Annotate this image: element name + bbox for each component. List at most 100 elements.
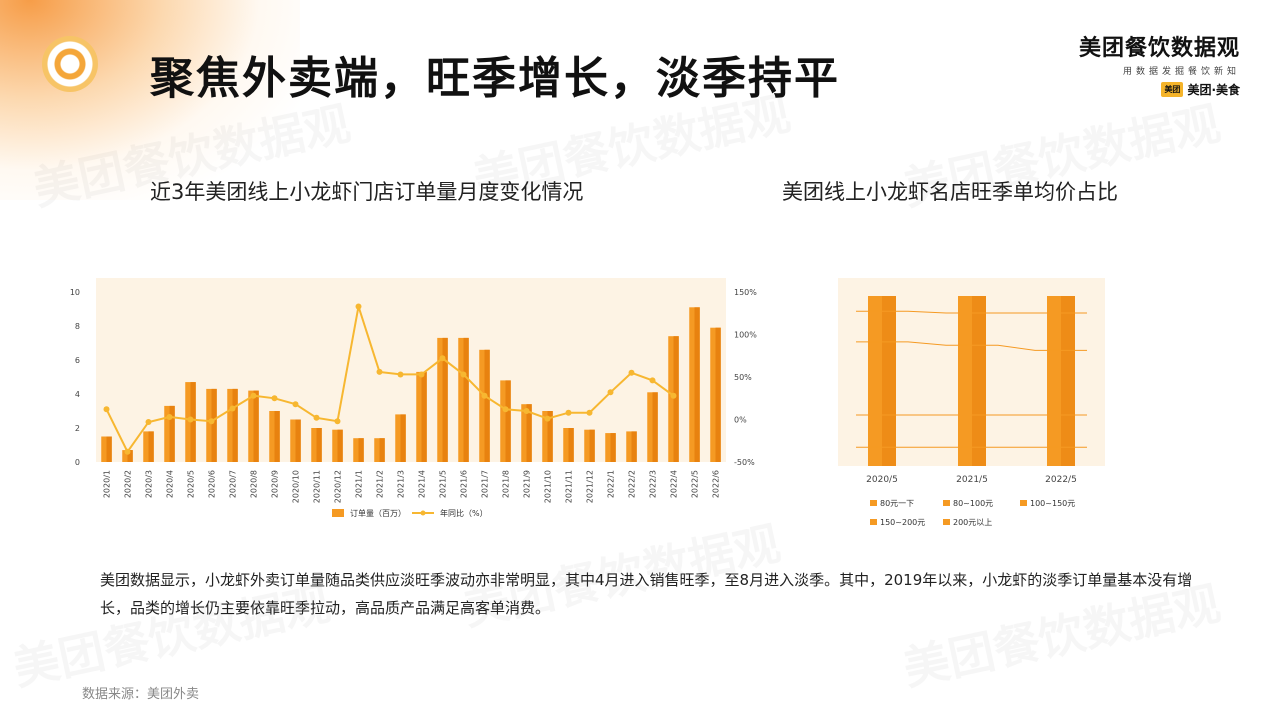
x-tick-label: 2020/1 xyxy=(103,470,112,498)
order-bar-shade xyxy=(715,327,721,462)
x-tick-label: 2021/10 xyxy=(544,470,553,503)
yoy-point xyxy=(229,405,236,412)
share-connector xyxy=(856,341,1087,351)
order-bar-shade xyxy=(463,337,469,462)
share-bar-shade xyxy=(1061,296,1075,466)
legend-share-swatch xyxy=(943,519,950,525)
order-bar-shade xyxy=(106,436,112,462)
yoy-point xyxy=(670,392,677,399)
yoy-point xyxy=(376,368,383,375)
order-bar-shade xyxy=(673,336,679,462)
x-tick-label: 2020/6 xyxy=(208,470,217,498)
brand-mark-label: 美团·美食 xyxy=(1187,83,1240,97)
yoy-point xyxy=(292,401,299,408)
legend-label: 200元以上 xyxy=(953,518,992,527)
legend-label: 150~200元 xyxy=(880,518,925,527)
legend-line-dot xyxy=(420,510,426,516)
order-bar-shade xyxy=(169,405,175,462)
yoy-point xyxy=(586,409,593,416)
legend-label: 年同比（%） xyxy=(440,508,488,518)
order-bar-shade xyxy=(274,411,280,462)
yoy-point xyxy=(544,415,551,422)
order-bar-shade xyxy=(232,388,238,462)
order-bar-shade xyxy=(694,307,700,462)
yoy-point xyxy=(145,419,152,426)
x-tick-label: 2020/2 xyxy=(124,470,133,498)
x-tick-label: 2022/2 xyxy=(628,470,637,498)
x-tick-label: 2021/6 xyxy=(460,470,469,498)
x-tick-label: 2021/7 xyxy=(481,470,490,498)
order-bar-shade xyxy=(652,392,658,462)
yoy-point xyxy=(523,408,530,414)
x-tick-label: 2021/4 xyxy=(418,470,427,498)
order-bar-shade xyxy=(421,371,427,462)
left-y-tick-label: 0 xyxy=(75,458,80,467)
share-bar-shade xyxy=(972,296,986,466)
order-bar-shade xyxy=(568,428,574,462)
yoy-point xyxy=(271,395,278,402)
legend-label: 订单量（百万） xyxy=(350,508,406,518)
legend-label: 80~100元 xyxy=(953,499,993,508)
left-chart-title: 近3年美团线上小龙虾门店订单量月度变化情况 xyxy=(150,180,584,204)
yoy-point xyxy=(502,406,509,413)
x-tick-label: 2022/6 xyxy=(712,470,721,498)
yoy-point xyxy=(481,392,488,399)
left-y-tick-label: 8 xyxy=(75,322,80,331)
brand-badge-icon: 美团 xyxy=(1161,82,1184,97)
yoy-point xyxy=(208,418,215,425)
logo-ring-icon xyxy=(42,36,98,92)
order-bar-shade xyxy=(505,380,511,462)
order-bar-shade xyxy=(358,438,364,462)
x-tick-label: 2021/2 xyxy=(376,470,385,498)
yoy-point xyxy=(607,389,614,396)
order-bar-shade xyxy=(316,428,322,462)
x-tick-label: 2021/3 xyxy=(397,470,406,498)
yoy-point xyxy=(250,392,257,399)
x-tick-label: 2021/5 xyxy=(956,475,988,485)
yoy-point xyxy=(397,371,404,378)
yoy-point xyxy=(460,371,467,378)
yoy-point xyxy=(166,413,173,420)
order-bar-shade xyxy=(589,429,595,462)
x-tick-label: 2020/8 xyxy=(250,470,259,498)
x-tick-label: 2020/5 xyxy=(866,475,898,485)
x-tick-label: 2022/4 xyxy=(670,470,679,498)
legend-share-swatch xyxy=(1020,500,1027,506)
yoy-point xyxy=(124,448,131,455)
x-tick-label: 2020/3 xyxy=(145,470,154,498)
legend-bar-swatch xyxy=(332,509,344,517)
order-bar-shade xyxy=(127,450,133,462)
brand-name: 美团餐饮数据观 xyxy=(1078,36,1240,61)
yoy-point xyxy=(649,377,656,384)
yoy-point xyxy=(628,369,635,376)
brand-subtitle: 用数据发掘餐饮新知 xyxy=(1122,67,1240,77)
x-tick-label: 2020/10 xyxy=(292,470,301,503)
legend-label: 80元一下 xyxy=(880,499,914,508)
yoy-point xyxy=(334,418,341,425)
legend-share-swatch xyxy=(943,500,950,506)
x-tick-label: 2020/11 xyxy=(313,470,322,503)
order-bar-shade xyxy=(148,431,154,462)
yoy-line xyxy=(105,306,675,454)
left-plot-area xyxy=(96,278,726,462)
x-tick-label: 2021/9 xyxy=(523,470,532,498)
page-title: 聚焦外卖端，旺季增长，淡季持平 xyxy=(150,53,840,104)
order-bar-shade xyxy=(442,337,448,462)
legend-label: 100~150元 xyxy=(1030,499,1075,508)
x-tick-label: 2022/1 xyxy=(607,470,616,498)
yoy-point xyxy=(313,414,320,421)
right-y-tick-label: -50% xyxy=(734,458,755,467)
x-tick-label: 2021/8 xyxy=(502,470,511,498)
right-chart-title: 美团线上小龙虾名店旺季单均价占比 xyxy=(782,180,1118,204)
x-tick-label: 2020/7 xyxy=(229,470,238,498)
order-bar-shade xyxy=(211,388,217,462)
left-y-tick-label: 2 xyxy=(75,424,80,433)
brand-mark: 美团 美团·美食 xyxy=(1161,81,1240,98)
yoy-point xyxy=(565,409,572,416)
x-tick-label: 2022/5 xyxy=(691,470,700,498)
order-bar-shade xyxy=(526,404,532,462)
order-bar-shade xyxy=(190,382,196,462)
source-note: 数据来源：美团外卖 xyxy=(82,687,200,702)
order-bar-shade xyxy=(379,438,385,462)
